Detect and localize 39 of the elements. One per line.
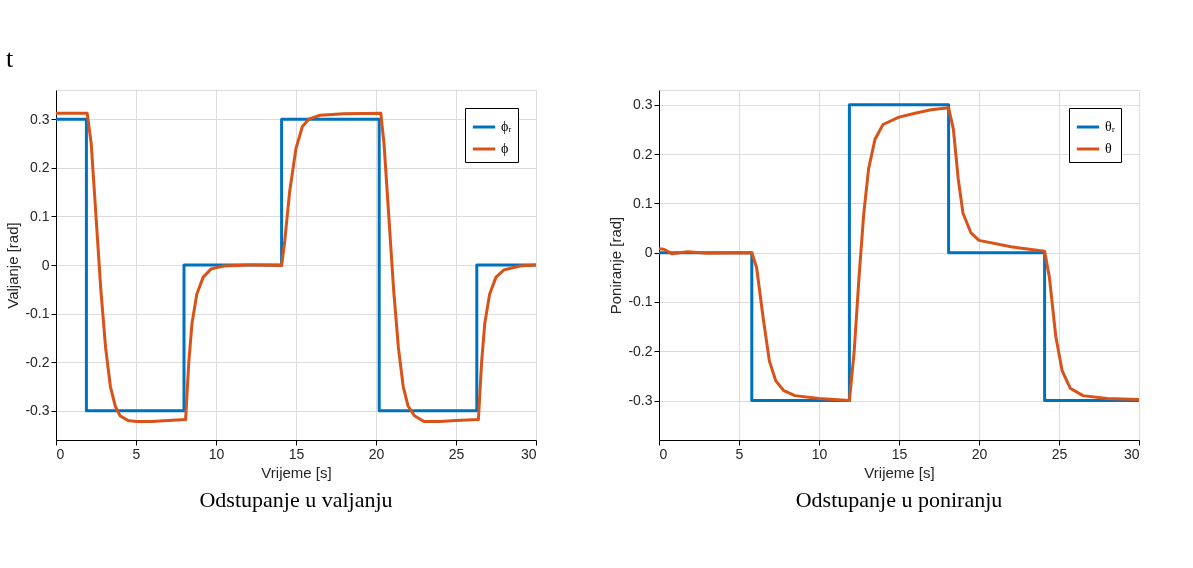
y-tick-label: 0: [644, 244, 653, 261]
y-tick-label: 0.2: [633, 145, 653, 162]
x-axis-title: Vrijeme [s]: [864, 463, 935, 481]
y-tick-label: -0.1: [25, 305, 50, 322]
x-tick-label: 25: [448, 445, 465, 462]
legend-label: ϕᵣ: [501, 119, 512, 134]
y-tick-label: 0: [41, 256, 50, 273]
y-tick-label: -0.2: [628, 342, 653, 359]
y-axis-title: Poniranje [rad]: [607, 216, 625, 315]
x-tick-label: 0: [659, 445, 668, 462]
legend-label: θ: [1105, 141, 1112, 156]
x-tick-label: 25: [1051, 445, 1068, 462]
y-tick-label: 0.3: [633, 96, 653, 113]
legend-label: ϕ: [501, 141, 509, 156]
x-tick-label: 30: [520, 445, 537, 462]
x-tick-label: 5: [735, 445, 744, 462]
x-tick-label: 30: [1123, 445, 1140, 462]
y-tick-label: -0.3: [25, 402, 50, 419]
x-tick-label: 20: [368, 445, 385, 462]
y-tick-label: 0.3: [30, 110, 50, 127]
text: Odstupanje u poniranju: [795, 487, 1003, 512]
text: t: [6, 44, 14, 73]
x-tick-label: 15: [288, 445, 305, 462]
x-tick-label: 20: [971, 445, 988, 462]
x-tick-label: 10: [811, 445, 828, 462]
y-axis-title: Valjanje [rad]: [4, 222, 22, 309]
x-tick-label: 0: [56, 445, 65, 462]
y-tick-label: 0.1: [633, 194, 653, 211]
y-tick-label: -0.3: [628, 392, 653, 409]
y-tick-label: 0.2: [30, 159, 50, 176]
x-tick-label: 10: [208, 445, 225, 462]
text: Odstupanje u valjanju: [199, 487, 393, 512]
y-tick-label: -0.2: [25, 353, 50, 370]
x-axis-title: Vrijeme [s]: [261, 463, 332, 481]
x-tick-label: 5: [132, 445, 141, 462]
x-tick-label: 15: [891, 445, 908, 462]
y-tick-label: 0.1: [30, 207, 50, 224]
legend-label: θᵣ: [1105, 119, 1115, 134]
y-tick-label: -0.1: [628, 293, 653, 310]
